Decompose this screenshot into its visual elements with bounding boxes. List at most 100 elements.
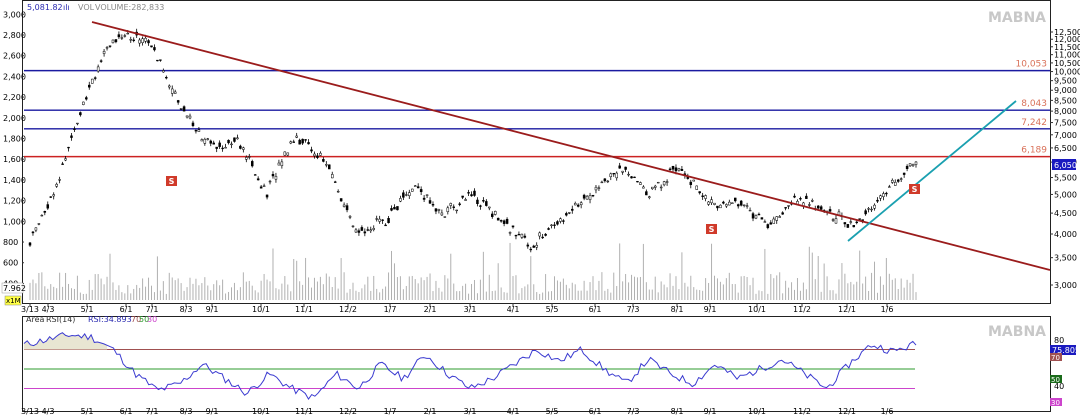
candle-body	[896, 179, 900, 182]
candle-body	[387, 218, 390, 224]
candle-body	[725, 204, 728, 207]
candle-body	[508, 232, 512, 234]
candle-body	[233, 137, 236, 142]
candle-body	[642, 186, 645, 189]
candle-body	[363, 231, 367, 234]
candle-body	[105, 47, 109, 49]
x-axis-label: 9/1	[206, 305, 219, 314]
candle-body	[274, 176, 278, 180]
candle-body	[179, 108, 183, 110]
candle-body	[523, 235, 527, 238]
candle-body	[648, 196, 651, 198]
candle-body	[894, 182, 897, 186]
candle-body	[434, 208, 438, 212]
candle-body	[891, 179, 894, 183]
candle-body	[322, 159, 325, 162]
candle-body	[271, 174, 275, 177]
candle-body	[775, 216, 778, 221]
x-axis-label: 11/2	[793, 305, 811, 314]
volume-header-text: VOLUME:282,833	[95, 3, 164, 12]
rsi-x-axis-label: 10/1	[252, 407, 270, 416]
right-axis-label: 12,000	[1054, 35, 1080, 44]
candle-body	[248, 156, 251, 158]
candle-body	[206, 138, 210, 140]
rsi-x-axis-label: 12/1	[838, 407, 856, 416]
candle-body	[627, 173, 630, 176]
candle-body	[236, 137, 239, 140]
candle-body	[31, 231, 35, 234]
candle-body	[239, 145, 242, 149]
candle-body	[781, 212, 784, 215]
candle-body	[405, 194, 408, 196]
candle-body	[710, 199, 713, 204]
candle-body	[55, 183, 58, 187]
candle-body	[79, 112, 82, 116]
candle-body	[43, 211, 47, 213]
rsi-level-30-label: 30	[1051, 399, 1060, 407]
candle-body	[342, 204, 346, 207]
x-axis-label: 1/7	[384, 305, 397, 314]
level-label: 10,053	[1016, 60, 1048, 70]
x-axis-label: 7/1	[146, 305, 159, 314]
candle-body	[662, 181, 666, 186]
rsi-level-50-text: 50	[139, 315, 149, 324]
x-axis-label: 7/3	[627, 305, 640, 314]
candle-body	[742, 204, 746, 206]
candle-body	[479, 205, 482, 207]
candle-body	[153, 47, 156, 51]
candle-body	[120, 37, 124, 39]
right-axis-label: 5,000	[1054, 190, 1077, 199]
candle-body	[793, 195, 796, 198]
candle-body	[547, 228, 550, 230]
candle-body	[689, 181, 693, 185]
candle-body	[170, 88, 174, 94]
candle-body	[280, 161, 284, 167]
candle-body	[458, 203, 461, 205]
candle-body	[828, 209, 832, 212]
candle-body	[242, 147, 245, 150]
candle-body	[114, 39, 118, 43]
candle-body	[61, 163, 64, 165]
candle-body	[147, 40, 150, 44]
candle-body	[819, 206, 823, 210]
candle-body	[399, 198, 402, 202]
candle-body	[283, 151, 287, 156]
candle-body	[811, 200, 814, 202]
candle-body	[108, 45, 112, 47]
x-axis-label: 10/1	[748, 305, 766, 314]
x-axis-label: 6/1	[120, 305, 133, 314]
candle-body	[224, 147, 227, 149]
candle-body	[728, 201, 731, 206]
left-axis-label: 3,000	[3, 10, 26, 19]
candle-body	[313, 153, 316, 157]
candle-body	[882, 193, 885, 197]
rsi-header-value: RSI:34.893	[88, 315, 132, 324]
candle-body	[870, 208, 873, 211]
candle-body	[739, 200, 743, 206]
candle-body	[168, 85, 171, 88]
candle-body	[553, 224, 556, 226]
left-axis-label: 1,600	[3, 155, 26, 164]
candle-body	[651, 186, 654, 189]
candle-body	[212, 142, 215, 145]
candle-body	[185, 115, 189, 118]
candle-body	[645, 191, 648, 196]
price-header-value: 5,081.82	[27, 3, 63, 12]
left-axis-label: 2,800	[3, 31, 26, 40]
candle-body	[117, 34, 121, 38]
x-axis-label: 11/1	[295, 305, 313, 314]
left-axis-label: 600	[3, 259, 18, 268]
volume-header-label: VOL	[78, 3, 95, 12]
candle-body	[34, 227, 38, 231]
rsi-x-axis-label: 6/1	[120, 407, 133, 416]
candle-body	[511, 225, 515, 228]
candle-body	[357, 230, 361, 233]
candle-body	[419, 189, 423, 193]
rsi-level-70-label: 70	[1051, 354, 1060, 362]
candle-body	[351, 225, 355, 228]
candle-body	[867, 208, 870, 210]
candle-body	[268, 180, 272, 183]
candle-body	[731, 202, 734, 204]
candle-body	[556, 221, 559, 225]
candle-body	[778, 216, 781, 218]
